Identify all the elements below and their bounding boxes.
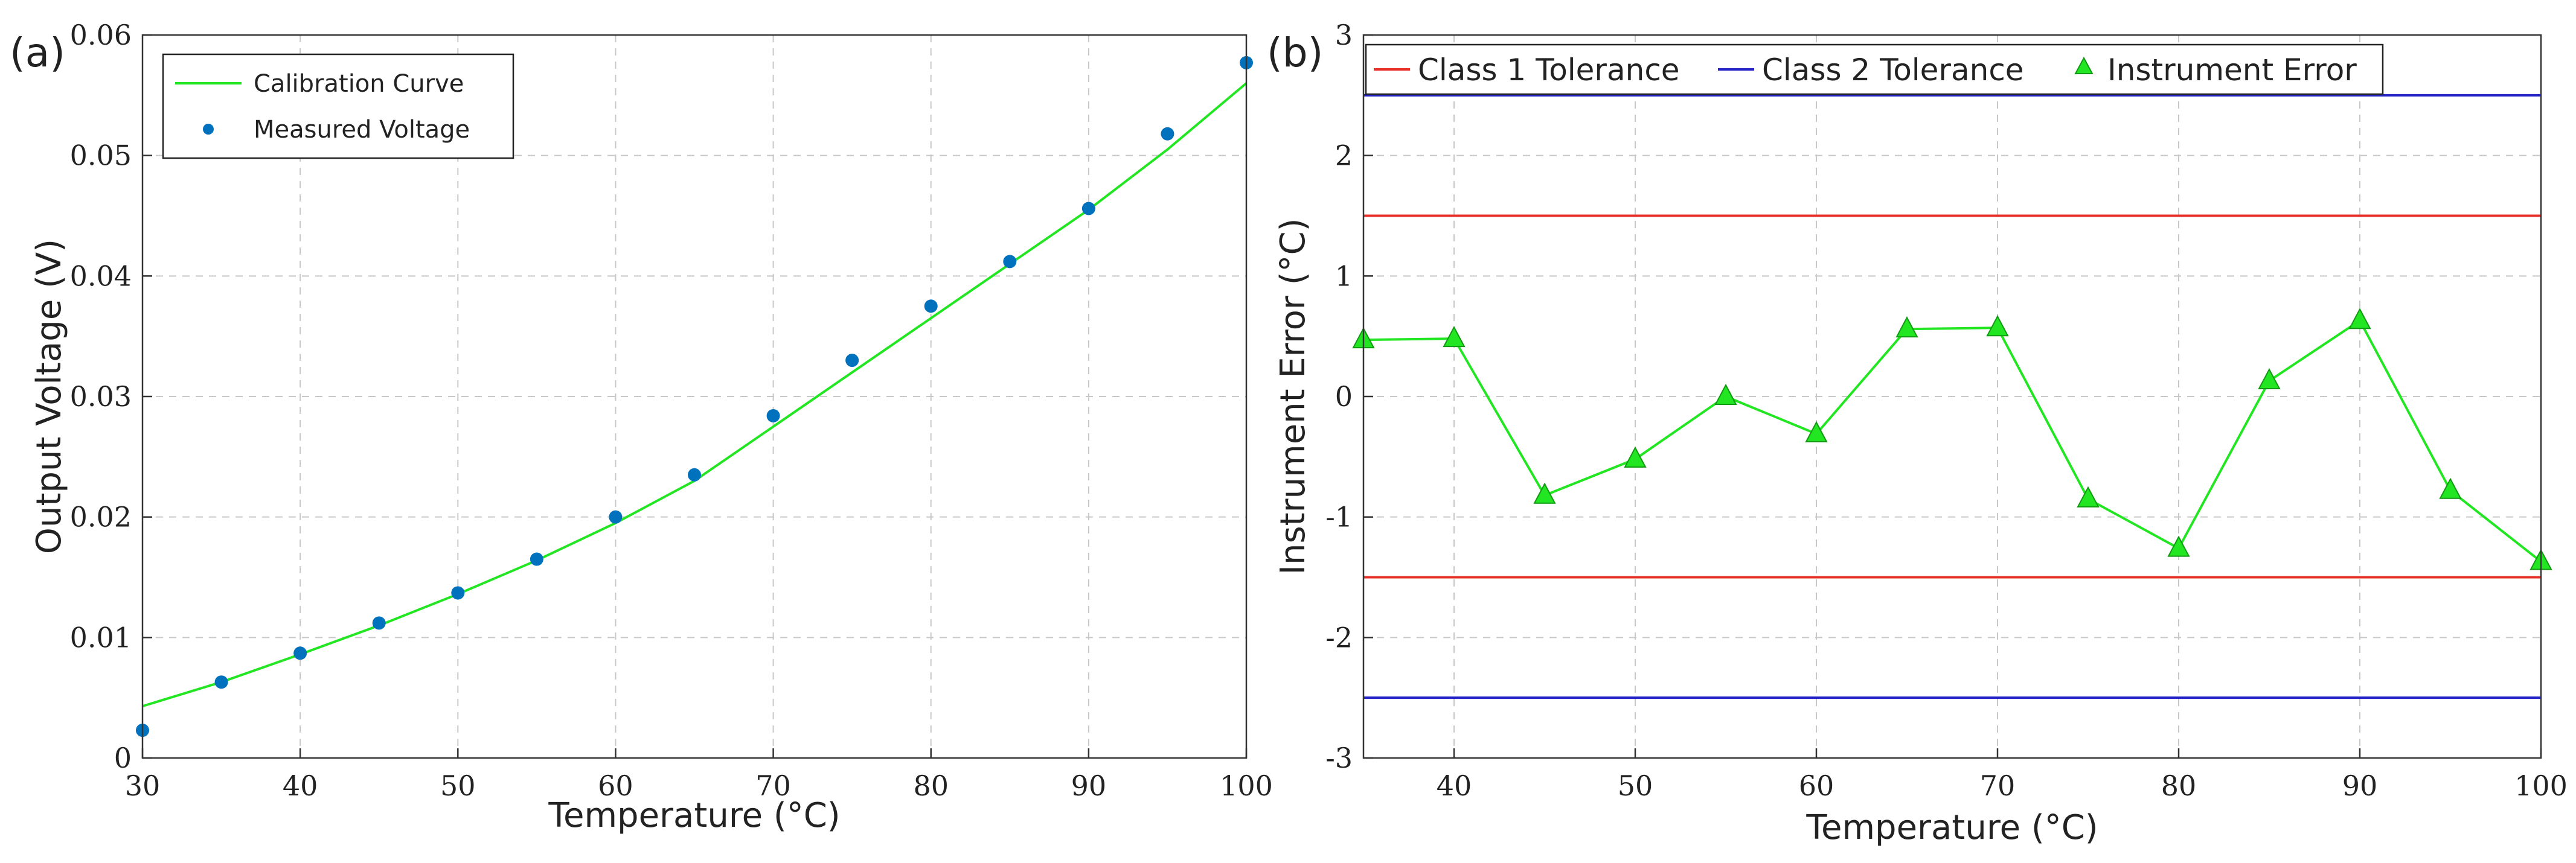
panel-a-y-tick-label: 0.05 [70,139,132,172]
panel-a-x-tick-label: 90 [1071,769,1107,802]
panel-b-instrument-error-marker [1624,446,1647,468]
panel-a-legend-box [162,53,514,159]
panel-b-instrument-error-marker [1533,482,1556,504]
panel-b-y-tick-label: -2 [1325,621,1353,654]
panel-a-measured-voltage-point [766,409,780,422]
panel-a-x-tick-label: 100 [1220,769,1273,802]
panel-a-measured-voltage-point [1161,127,1174,141]
panel-a: (a) 30 40 50 60 70 80 90 100 0 0.01 0.02 0.03 0.04 0.… [10,19,1273,835]
panel-a-measured-voltage-point [1003,255,1017,269]
panel-a-measured-voltage-point [1081,202,1095,215]
panel-a-x-tick-label: 80 [913,769,949,802]
panel-a-measured-voltage-point [451,586,465,600]
panel-a-y-tick-label: 0.06 [70,19,132,51]
panel-b-instrument-error-marker [1986,315,2009,337]
legend-measured-voltage-label: Measured Voltage [254,116,470,144]
panel-b-y-tick-label: 1 [1335,260,1353,292]
panel-b-instrument-error-marker [1443,326,1466,348]
panel-a-x-tick-label: 30 [125,769,161,802]
panel-a-x-tick-label: 70 [755,769,791,802]
panel-a-y-tick-label: 0.04 [70,260,132,292]
panel-a-y-label: Output Voltage (V) [30,239,69,554]
panel-b-y-tick-label: -3 [1325,742,1353,774]
panel-b-instrument-error-marker [1714,383,1737,405]
panel-b-y-tick-label: 0 [1335,380,1353,413]
panel-b-legend-box [1365,43,2384,95]
panel-b-instrument-error-marker [1805,421,1828,442]
legend-measured-voltage-swatch [203,124,214,135]
panel-b-instrument-error-marker [2348,308,2371,330]
panel-b-ticks: 40 50 60 70 80 90 100 -3 -2 -1 0 1 2 3 [1325,19,2568,802]
panel-b-instrument-error-marker [2167,535,2190,557]
panel-a-measured-voltage-point [214,675,228,689]
panel-b-instrument-error-line [1363,319,2542,563]
legend-class2-label: Class 2 Tolerance [1762,53,2024,88]
panel-a-x-tick-label: 60 [598,769,633,802]
panel-a-y-tick-label: 0.03 [70,380,132,413]
panel-a-measured-voltage-point [530,552,543,566]
panel-a-measured-voltage-point [845,354,859,368]
panel-a-y-tick-label: 0.01 [70,621,132,654]
panel-b-x-tick-label: 100 [2514,769,2568,802]
panel-b-y-label: Instrument Error (°C) [1274,218,1313,575]
panel-b-x-tick-label: 80 [2161,769,2197,802]
panel-b-y-tick-label: -1 [1325,501,1353,533]
panel-a-measured-voltage-point [688,468,701,482]
panel-b-x-tick-label: 40 [1437,769,1472,802]
panel-b-series [1352,94,2552,699]
panel-a-y-tick-label: 0 [114,742,132,774]
panel-b-x-tick-label: 90 [2342,769,2378,802]
panel-b-label: (b) [1267,30,1323,76]
panel-b-x-tick-label: 70 [1980,769,2016,802]
panel-b: (b) 40 50 60 70 80 90 100 -3 -2 -1 0 1 2 3 Temperatur… [1267,19,2568,847]
panel-a-x-label: Temperature (°C) [548,796,840,835]
panel-b-instrument-error-marker [1895,316,1918,338]
panel-b-x-label: Temperature (°C) [1805,808,2098,847]
panel-b-instrument-error-marker [2077,486,2100,508]
panel-a-x-tick-label: 50 [440,769,476,802]
panel-a-ticks: 30 40 50 60 70 80 90 100 0 0.01 0.02 0.03 0.04 0.05 0.… [70,19,1273,802]
panel-b-legend: Class 1 Tolerance Class 2 Tolerance Inst… [1365,43,2384,95]
panel-a-measured-voltage-point [609,510,623,524]
panel-b-axes-frame [1362,34,2542,759]
legend-calibration-curve-label: Calibration Curve [254,70,464,98]
panel-b-instrument-error-marker [2439,477,2462,499]
panel-a-measured-voltage-point [293,646,307,660]
legend-instrument-error-label: Instrument Error [2107,53,2357,88]
panel-b-x-tick-label: 50 [1618,769,1653,802]
panel-a-label: (a) [10,30,65,76]
panel-b-instrument-error-marker [2258,368,2281,390]
legend-class1-label: Class 1 Tolerance [1418,53,1680,88]
panel-a-axes-frame [141,34,1248,759]
panel-b-x-tick-label: 60 [1799,769,1834,802]
panel-b-y-tick-label: 3 [1335,19,1353,51]
panel-a-measured-voltage-point [924,299,938,313]
panel-a-y-tick-label: 0.02 [70,501,132,533]
panel-b-y-tick-label: 2 [1335,139,1353,172]
legend-instrument-error-swatch [2074,56,2094,74]
panel-a-x-tick-label: 40 [283,769,318,802]
panel-a-measured-voltage-point [372,616,386,630]
panel-a-legend: Calibration Curve Measured Voltage [162,53,514,159]
